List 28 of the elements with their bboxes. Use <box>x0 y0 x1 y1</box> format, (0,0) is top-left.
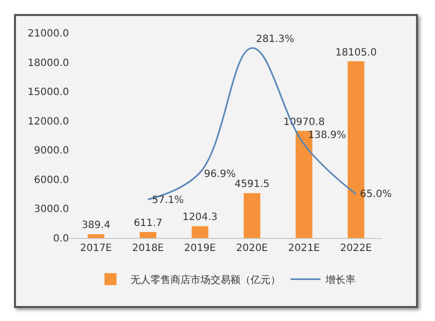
x-tick-label: 2020E <box>236 243 268 254</box>
x-tick-label: 2022E <box>340 243 372 254</box>
y-tick-label: 9000.0 <box>34 146 69 157</box>
x-tick-label: 2021E <box>288 243 320 254</box>
data-label: 4591.5 <box>234 179 270 190</box>
bar <box>192 226 208 238</box>
data-label: 57.1% <box>152 195 184 206</box>
y-tick-label: 18000.0 <box>28 58 69 69</box>
x-tick-label: 2018E <box>132 243 164 254</box>
data-label: 611.7 <box>134 218 162 230</box>
y-tick-label: 6000.0 <box>34 174 69 186</box>
data-label: 1204.3 <box>182 212 218 224</box>
y-tick-label: 15000.0 <box>28 87 69 98</box>
y-tick-label: 12000.0 <box>28 116 69 128</box>
bar <box>88 234 104 238</box>
bar <box>244 193 260 238</box>
data-label: 96.9% <box>204 169 236 180</box>
legend-label: 增长率 <box>324 274 356 286</box>
y-tick-label: 0.0 <box>53 234 69 244</box>
data-label: 18105.0 <box>335 47 377 58</box>
data-label: 281.3% <box>256 34 294 45</box>
bar <box>140 232 156 238</box>
x-tick-label: 2017E <box>80 243 112 254</box>
data-label: 389.4 <box>82 220 110 232</box>
x-tick-label: 2019E <box>184 243 216 254</box>
legend-label: 无人零售商店市场交易额（亿元） <box>130 274 280 286</box>
y-tick-label: 3000.0 <box>34 204 69 216</box>
y-tick-label: 21000.0 <box>28 28 69 40</box>
